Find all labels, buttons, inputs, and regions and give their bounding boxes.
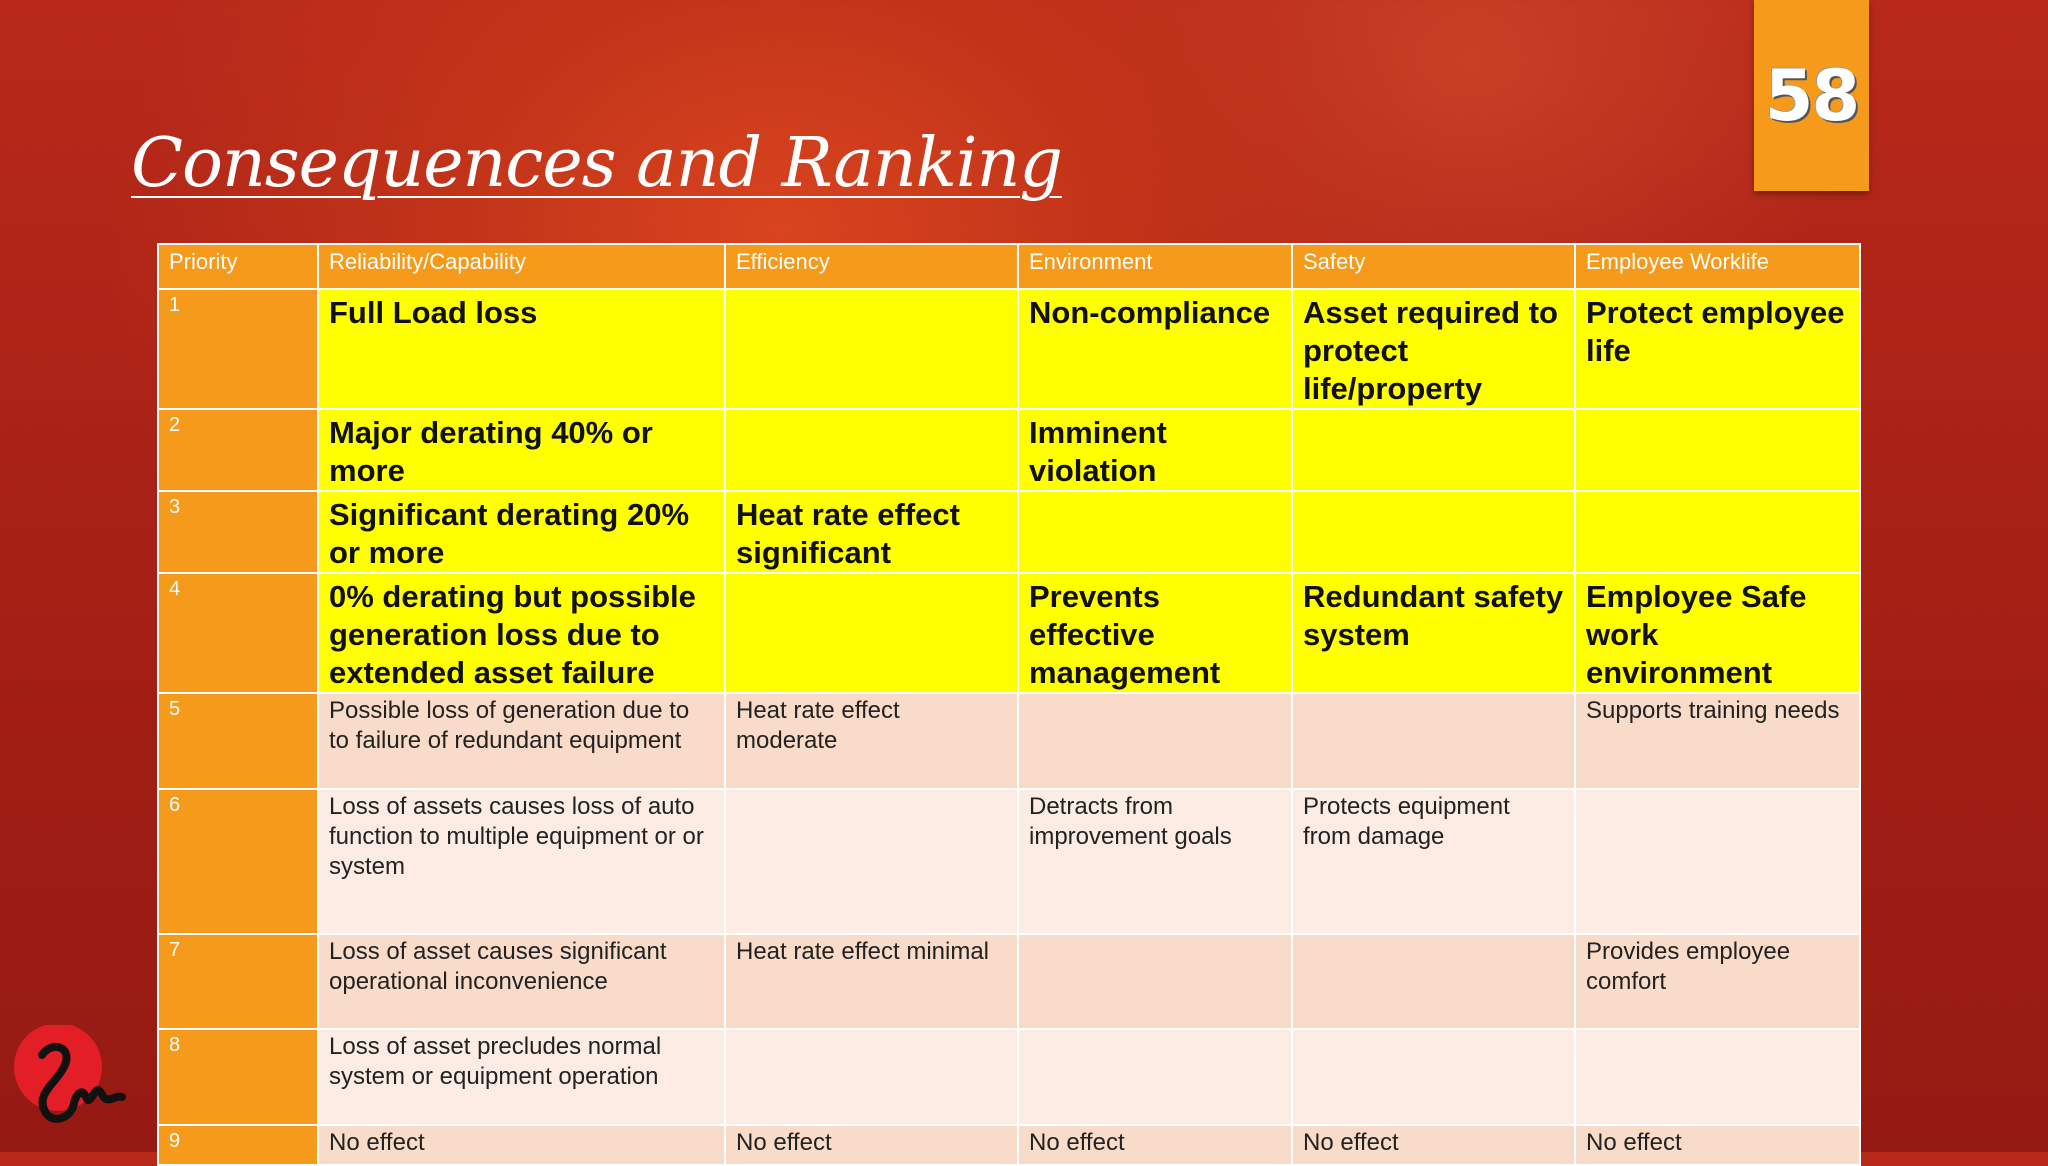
- priority-cell: 4: [157, 572, 319, 694]
- efficiency-cell: [724, 288, 1019, 410]
- efficiency-cell: No effect: [724, 1124, 1019, 1166]
- reliability-cell: No effect: [317, 1124, 726, 1166]
- slide-title: Consequences and Ranking: [131, 124, 1063, 203]
- header-environment: Environment: [1017, 243, 1293, 290]
- table-row: 4 0% derating but possible generation lo…: [157, 572, 1861, 694]
- reliability-cell: Loss of assets causes loss of auto funct…: [317, 788, 726, 935]
- worklife-cell: Protect employee life: [1574, 288, 1861, 410]
- priority-cell: 3: [157, 490, 319, 574]
- reliability-cell: Loss of asset causes significant operati…: [317, 933, 726, 1030]
- table-row: 2 Major derating 40% or more Imminent vi…: [157, 408, 1861, 492]
- efficiency-cell: [724, 788, 1019, 935]
- efficiency-cell: Heat rate effect moderate: [724, 692, 1019, 790]
- table-row: 8 Loss of asset precludes normal system …: [157, 1028, 1861, 1126]
- environment-cell: [1017, 933, 1293, 1030]
- header-efficiency: Efficiency: [724, 243, 1019, 290]
- worklife-cell: Provides employee comfort: [1574, 933, 1861, 1030]
- priority-cell: 1: [157, 288, 319, 410]
- safety-cell: No effect: [1291, 1124, 1576, 1166]
- reliability-cell: Loss of asset precludes normal system or…: [317, 1028, 726, 1126]
- safety-cell: [1291, 408, 1576, 492]
- environment-cell: Prevents effective management: [1017, 572, 1293, 694]
- worklife-cell: [1574, 490, 1861, 574]
- environment-cell: Detracts from improvement goals: [1017, 788, 1293, 935]
- worklife-cell: [1574, 788, 1861, 935]
- priority-cell: 5: [157, 692, 319, 790]
- environment-cell: No effect: [1017, 1124, 1293, 1166]
- worklife-cell: [1574, 408, 1861, 492]
- priority-cell: 7: [157, 933, 319, 1030]
- table-row: 7 Loss of asset causes significant opera…: [157, 933, 1861, 1030]
- table-row: 6 Loss of assets causes loss of auto fun…: [157, 788, 1861, 935]
- environment-cell: [1017, 692, 1293, 790]
- table-row: 1 Full Load loss Non-compliance Asset re…: [157, 288, 1861, 410]
- priority-cell: 6: [157, 788, 319, 935]
- slide-number-badge: 58: [1754, 0, 1869, 191]
- environment-cell: Imminent violation: [1017, 408, 1293, 492]
- reliability-cell: 0% derating but possible generation loss…: [317, 572, 726, 694]
- safety-cell: [1291, 692, 1576, 790]
- priority-cell: 8: [157, 1028, 319, 1126]
- priority-cell: 9: [157, 1124, 319, 1166]
- header-priority: Priority: [157, 243, 319, 290]
- worklife-cell: Employee Safe work environment: [1574, 572, 1861, 694]
- safety-cell: Redundant safety system: [1291, 572, 1576, 694]
- table-row: 3 Significant derating 20% or more Heat …: [157, 490, 1861, 574]
- environment-cell: [1017, 490, 1293, 574]
- worklife-cell: [1574, 1028, 1861, 1126]
- efficiency-cell: Heat rate effect minimal: [724, 933, 1019, 1030]
- efficiency-cell: [724, 572, 1019, 694]
- reliability-cell: Full Load loss: [317, 288, 726, 410]
- table-row: 5 Possible loss of generation due to to …: [157, 692, 1861, 790]
- table-header-row: Priority Reliability/Capability Efficien…: [157, 243, 1861, 290]
- header-safety: Safety: [1291, 243, 1576, 290]
- header-reliability: Reliability/Capability: [317, 243, 726, 290]
- safety-cell: [1291, 1028, 1576, 1126]
- safety-cell: [1291, 933, 1576, 1030]
- worklife-cell: No effect: [1574, 1124, 1861, 1166]
- priority-cell: 2: [157, 408, 319, 492]
- reliability-cell: Major derating 40% or more: [317, 408, 726, 492]
- environment-cell: Non-compliance: [1017, 288, 1293, 410]
- efficiency-cell: [724, 408, 1019, 492]
- reliability-cell: Significant derating 20% or more: [317, 490, 726, 574]
- brand-logo-icon: [12, 1023, 132, 1145]
- environment-cell: [1017, 1028, 1293, 1126]
- consequence-ranking-table: Priority Reliability/Capability Efficien…: [157, 243, 1861, 1166]
- efficiency-cell: [724, 1028, 1019, 1126]
- safety-cell: [1291, 490, 1576, 574]
- efficiency-cell: Heat rate effect significant: [724, 490, 1019, 574]
- table-row: 9 No effect No effect No effect No effec…: [157, 1124, 1861, 1166]
- safety-cell: Protects equipment from damage: [1291, 788, 1576, 935]
- slide-number: 58: [1764, 54, 1860, 137]
- reliability-cell: Possible loss of generation due to to fa…: [317, 692, 726, 790]
- header-employee-worklife: Employee Worklife: [1574, 243, 1861, 290]
- worklife-cell: Supports training needs: [1574, 692, 1861, 790]
- safety-cell: Asset required to protect life/property: [1291, 288, 1576, 410]
